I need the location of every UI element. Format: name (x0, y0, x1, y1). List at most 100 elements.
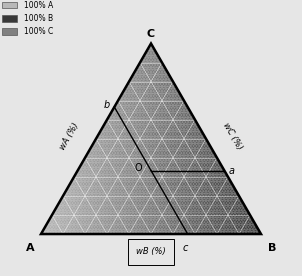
Polygon shape (99, 139, 101, 141)
Polygon shape (159, 177, 162, 179)
Polygon shape (147, 79, 149, 82)
Polygon shape (181, 115, 184, 117)
Polygon shape (126, 146, 129, 148)
Polygon shape (187, 203, 189, 205)
Polygon shape (113, 182, 115, 184)
Polygon shape (155, 177, 158, 179)
Polygon shape (170, 86, 173, 89)
Polygon shape (71, 213, 74, 215)
Polygon shape (218, 220, 221, 222)
Polygon shape (79, 172, 82, 174)
Polygon shape (159, 141, 162, 144)
Polygon shape (115, 165, 118, 167)
Polygon shape (181, 191, 184, 193)
Polygon shape (196, 172, 199, 174)
Polygon shape (49, 232, 52, 234)
Polygon shape (165, 139, 168, 141)
Polygon shape (139, 232, 141, 234)
Polygon shape (57, 227, 60, 229)
Polygon shape (143, 193, 146, 196)
Text: b: b (104, 100, 110, 110)
Polygon shape (144, 210, 147, 213)
Polygon shape (76, 186, 78, 189)
Polygon shape (235, 196, 238, 198)
Polygon shape (113, 193, 115, 196)
Polygon shape (178, 217, 181, 220)
Polygon shape (118, 120, 121, 122)
Polygon shape (207, 151, 210, 153)
Polygon shape (180, 205, 183, 208)
Polygon shape (195, 129, 198, 132)
Polygon shape (144, 141, 147, 144)
Polygon shape (144, 205, 147, 208)
Polygon shape (214, 215, 217, 217)
Polygon shape (103, 179, 106, 182)
Polygon shape (183, 179, 185, 182)
Polygon shape (134, 77, 137, 79)
Polygon shape (96, 151, 99, 153)
Polygon shape (159, 215, 162, 217)
Polygon shape (177, 184, 180, 186)
Polygon shape (180, 217, 183, 220)
Polygon shape (165, 224, 168, 227)
Polygon shape (147, 127, 149, 129)
Polygon shape (148, 48, 151, 51)
Polygon shape (154, 224, 156, 227)
Polygon shape (177, 170, 180, 172)
Polygon shape (101, 227, 104, 229)
Polygon shape (187, 172, 189, 174)
Polygon shape (89, 227, 92, 229)
Polygon shape (178, 165, 181, 167)
Polygon shape (242, 203, 245, 205)
Polygon shape (254, 224, 257, 227)
Polygon shape (170, 198, 173, 201)
Polygon shape (55, 222, 57, 224)
Polygon shape (151, 94, 154, 96)
Polygon shape (154, 222, 156, 224)
Polygon shape (216, 163, 218, 165)
Polygon shape (156, 191, 159, 193)
Polygon shape (240, 203, 243, 205)
Polygon shape (184, 201, 187, 203)
Polygon shape (185, 186, 188, 189)
Polygon shape (168, 222, 170, 224)
Polygon shape (156, 113, 159, 115)
Polygon shape (97, 146, 100, 148)
Polygon shape (84, 165, 86, 167)
Polygon shape (158, 110, 161, 113)
Polygon shape (159, 232, 162, 234)
Polygon shape (126, 201, 129, 203)
Polygon shape (147, 217, 149, 220)
Polygon shape (96, 146, 99, 148)
Polygon shape (147, 141, 149, 144)
Polygon shape (194, 163, 196, 165)
Polygon shape (126, 186, 129, 189)
Polygon shape (143, 165, 146, 167)
Polygon shape (126, 120, 129, 122)
Polygon shape (100, 148, 103, 151)
Polygon shape (154, 98, 156, 101)
Polygon shape (209, 198, 211, 201)
Polygon shape (165, 132, 168, 134)
Polygon shape (106, 134, 108, 136)
Polygon shape (149, 222, 153, 224)
Polygon shape (233, 220, 236, 222)
Polygon shape (133, 144, 136, 146)
Polygon shape (148, 82, 151, 84)
Polygon shape (158, 229, 161, 232)
Polygon shape (144, 124, 147, 127)
Polygon shape (125, 86, 128, 89)
Polygon shape (114, 122, 117, 124)
Polygon shape (76, 196, 78, 198)
Polygon shape (213, 189, 216, 191)
Polygon shape (148, 136, 151, 139)
Polygon shape (162, 179, 165, 182)
Polygon shape (177, 163, 180, 165)
Polygon shape (76, 224, 78, 227)
Polygon shape (144, 227, 147, 229)
Polygon shape (233, 217, 236, 220)
Polygon shape (137, 191, 140, 193)
Polygon shape (108, 136, 111, 139)
Polygon shape (122, 136, 125, 139)
Polygon shape (239, 208, 242, 210)
